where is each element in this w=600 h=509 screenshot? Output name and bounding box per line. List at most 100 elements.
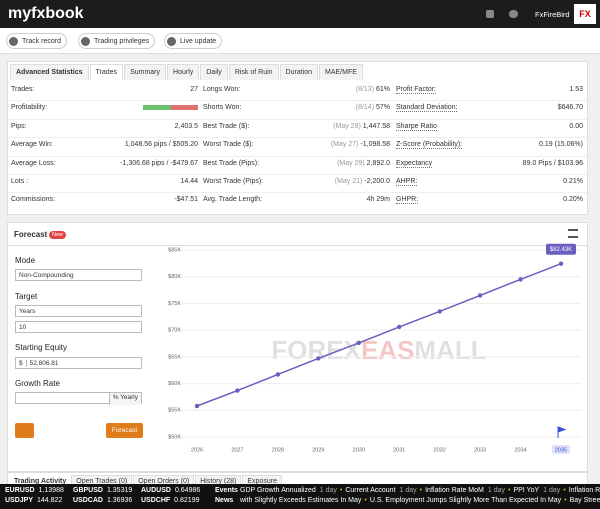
quote-price: 0.82199 bbox=[174, 497, 200, 504]
stat-label: AHPR: bbox=[396, 178, 418, 186]
input-value: 10 bbox=[19, 323, 27, 331]
quote-price: 1.35319 bbox=[106, 487, 133, 494]
y-tick-label: $75K bbox=[168, 301, 181, 307]
forecast-point bbox=[437, 309, 442, 314]
equity-label: Starting Equity bbox=[15, 343, 68, 352]
toolbar-button[interactable]: Live update bbox=[164, 33, 223, 49]
x-tick-label: 2027 bbox=[231, 447, 243, 453]
stats-tab[interactable]: Hourly bbox=[167, 64, 200, 80]
stat-value: 1,048.56 pips / $505.20 bbox=[124, 141, 198, 149]
quote-symbol: USDCHF bbox=[141, 497, 171, 504]
mode-select[interactable]: Non-Compounding bbox=[15, 269, 142, 281]
quote-symbol: AUDUSD bbox=[141, 487, 171, 494]
stat-note: (May 29) bbox=[333, 122, 361, 130]
growth-input[interactable]: % Yearly bbox=[15, 392, 142, 405]
stat-value: 57% bbox=[375, 104, 390, 112]
target-select[interactable]: Years bbox=[15, 305, 142, 317]
y-tick-label: $50K bbox=[168, 434, 181, 440]
x-tick-label: 2028 bbox=[272, 447, 284, 453]
stat-value: 0.00 bbox=[569, 122, 583, 130]
quote-price: 144.822 bbox=[37, 497, 63, 504]
event-when: 1 day bbox=[319, 487, 337, 494]
stats-tab[interactable]: Daily bbox=[200, 64, 228, 80]
quote[interactable]: USDJPY 144.822 bbox=[5, 497, 62, 504]
avatar[interactable]: FX bbox=[574, 4, 596, 24]
stat-label: Z-Score (Probability): bbox=[396, 141, 463, 150]
stat-value-group: (8/13) 61% bbox=[356, 86, 390, 93]
x-tick-label: 2030 bbox=[353, 447, 365, 453]
settings-icon[interactable] bbox=[568, 229, 578, 238]
forecast-button[interactable]: Forecast bbox=[106, 423, 143, 438]
stat-value: -$47.51 bbox=[174, 196, 198, 204]
bell-icon[interactable] bbox=[486, 10, 494, 18]
forecast-point bbox=[477, 293, 483, 298]
stats-tab[interactable]: Risk of Ruin bbox=[228, 64, 279, 80]
stat-value-group: 1,048.56 pips / $505.20 bbox=[125, 141, 198, 148]
stat-value-group: (8/14) 57% bbox=[356, 104, 390, 111]
y-tick-label: $70K bbox=[168, 328, 181, 334]
stats-tab[interactable]: Summary bbox=[124, 64, 167, 80]
activity-tab[interactable]: Trading Activity bbox=[14, 478, 67, 485]
logo[interactable]: myfxbook bbox=[8, 5, 84, 22]
event-when: 1 day bbox=[487, 487, 505, 494]
value-label-bg bbox=[546, 243, 576, 255]
x-tick-label: 2031 bbox=[393, 447, 405, 453]
button-label: Track record bbox=[22, 37, 62, 45]
stat-label: Expectancy bbox=[396, 159, 433, 168]
stats-tab[interactable]: Advanced Statistics bbox=[10, 64, 89, 80]
stat-label: Average Loss: bbox=[11, 159, 56, 167]
currency: $ bbox=[19, 359, 27, 367]
stat-value: 89.0 Pips / $103.96 bbox=[522, 159, 583, 167]
quote[interactable]: GBPUSD 1.35319 bbox=[73, 487, 132, 494]
stat-value: -1,306.68 pips / -$479.67 bbox=[120, 159, 198, 167]
stat-label: Profit Factor: bbox=[396, 86, 437, 94]
chat-icon[interactable] bbox=[509, 10, 518, 18]
watermark: FOREXEASMALL bbox=[271, 335, 486, 365]
stats-tab[interactable]: Duration bbox=[279, 64, 319, 80]
stat-label: Trades: bbox=[11, 86, 35, 93]
stat-value-group: 4h 29m bbox=[367, 196, 390, 203]
warning-button[interactable] bbox=[15, 423, 34, 438]
quote[interactable]: EURUSD 1.13988 bbox=[5, 487, 64, 494]
toolbar-button[interactable]: Track record bbox=[6, 33, 68, 49]
quote-price: 1.36936 bbox=[106, 497, 133, 504]
target-input[interactable]: 10 bbox=[15, 321, 142, 333]
watermark-part: MALL bbox=[414, 335, 486, 365]
bullet: • bbox=[364, 497, 367, 504]
stat-label: Worst Trade (Pips): bbox=[203, 178, 264, 185]
bullet: • bbox=[339, 487, 343, 494]
stat-label: Standard Deviation: bbox=[396, 104, 458, 113]
stats-tab[interactable]: MAE/MFE bbox=[319, 64, 363, 80]
forecast-point bbox=[558, 261, 564, 266]
news-item: Bay Street M bbox=[569, 497, 600, 504]
forecast-point bbox=[275, 372, 281, 377]
user-name[interactable]: FxFireBird bbox=[535, 10, 570, 19]
ticker-bar: Events News GDP Growth Annualized 1 day • C… bbox=[0, 484, 600, 509]
stat-value-group: (May 27) -1,098.58 bbox=[331, 141, 390, 148]
watermark-part: FOREX bbox=[271, 335, 361, 365]
watermark-part: EAS bbox=[361, 335, 414, 365]
stat-label: GHPR: bbox=[396, 196, 419, 205]
stat-value: 2,403.5 bbox=[174, 122, 198, 130]
quote[interactable]: AUDUSD 0.64986 bbox=[141, 487, 200, 494]
quote-price: 0.64986 bbox=[174, 487, 201, 494]
bar-win bbox=[143, 105, 171, 111]
stat-value-group: 0.00 bbox=[569, 123, 583, 130]
stat-value: 1,447.58 bbox=[362, 122, 390, 130]
event-name: PPI YoY bbox=[513, 487, 540, 494]
bullet: • bbox=[563, 487, 566, 494]
equity-input[interactable]: $52,806.81 bbox=[15, 357, 142, 369]
x-tick-label: 2033 bbox=[474, 447, 486, 453]
stat-label: Pips: bbox=[11, 122, 27, 130]
quote[interactable]: USDCAD 1.36936 bbox=[73, 497, 132, 504]
forecast-point bbox=[194, 403, 200, 409]
toolbar-button[interactable]: Trading privileges bbox=[78, 33, 155, 49]
news-item: with Slightly Exceeds Estimates In May bbox=[240, 497, 362, 504]
target-label: Target bbox=[15, 292, 38, 301]
input-value: 52,806.81 bbox=[29, 359, 59, 367]
quote[interactable]: USDCHF 0.82199 bbox=[141, 497, 199, 504]
quote-price: 1.13988 bbox=[38, 487, 64, 494]
value-label: $82.43K bbox=[550, 247, 572, 253]
stats-tab[interactable]: Trades bbox=[89, 64, 124, 80]
